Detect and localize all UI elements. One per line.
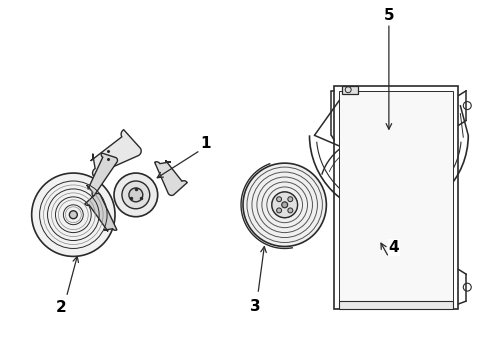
Polygon shape	[87, 153, 118, 196]
Circle shape	[272, 192, 297, 218]
Circle shape	[70, 211, 77, 219]
Text: 4: 4	[389, 240, 399, 255]
Circle shape	[129, 188, 143, 202]
Circle shape	[122, 181, 150, 209]
Circle shape	[114, 173, 158, 217]
Circle shape	[288, 197, 293, 202]
Circle shape	[276, 197, 282, 202]
Circle shape	[243, 163, 326, 247]
Circle shape	[32, 173, 115, 256]
Text: 1: 1	[200, 136, 211, 151]
Bar	[339, 301, 453, 309]
Bar	[334, 86, 458, 309]
Circle shape	[288, 208, 293, 213]
Polygon shape	[91, 130, 141, 176]
Bar	[342, 86, 358, 94]
Polygon shape	[155, 161, 187, 195]
Circle shape	[282, 202, 288, 208]
Polygon shape	[85, 193, 117, 231]
Text: 5: 5	[384, 8, 394, 23]
Bar	[339, 91, 453, 304]
Circle shape	[276, 208, 282, 213]
Text: 3: 3	[249, 298, 260, 314]
Text: 2: 2	[56, 300, 67, 315]
